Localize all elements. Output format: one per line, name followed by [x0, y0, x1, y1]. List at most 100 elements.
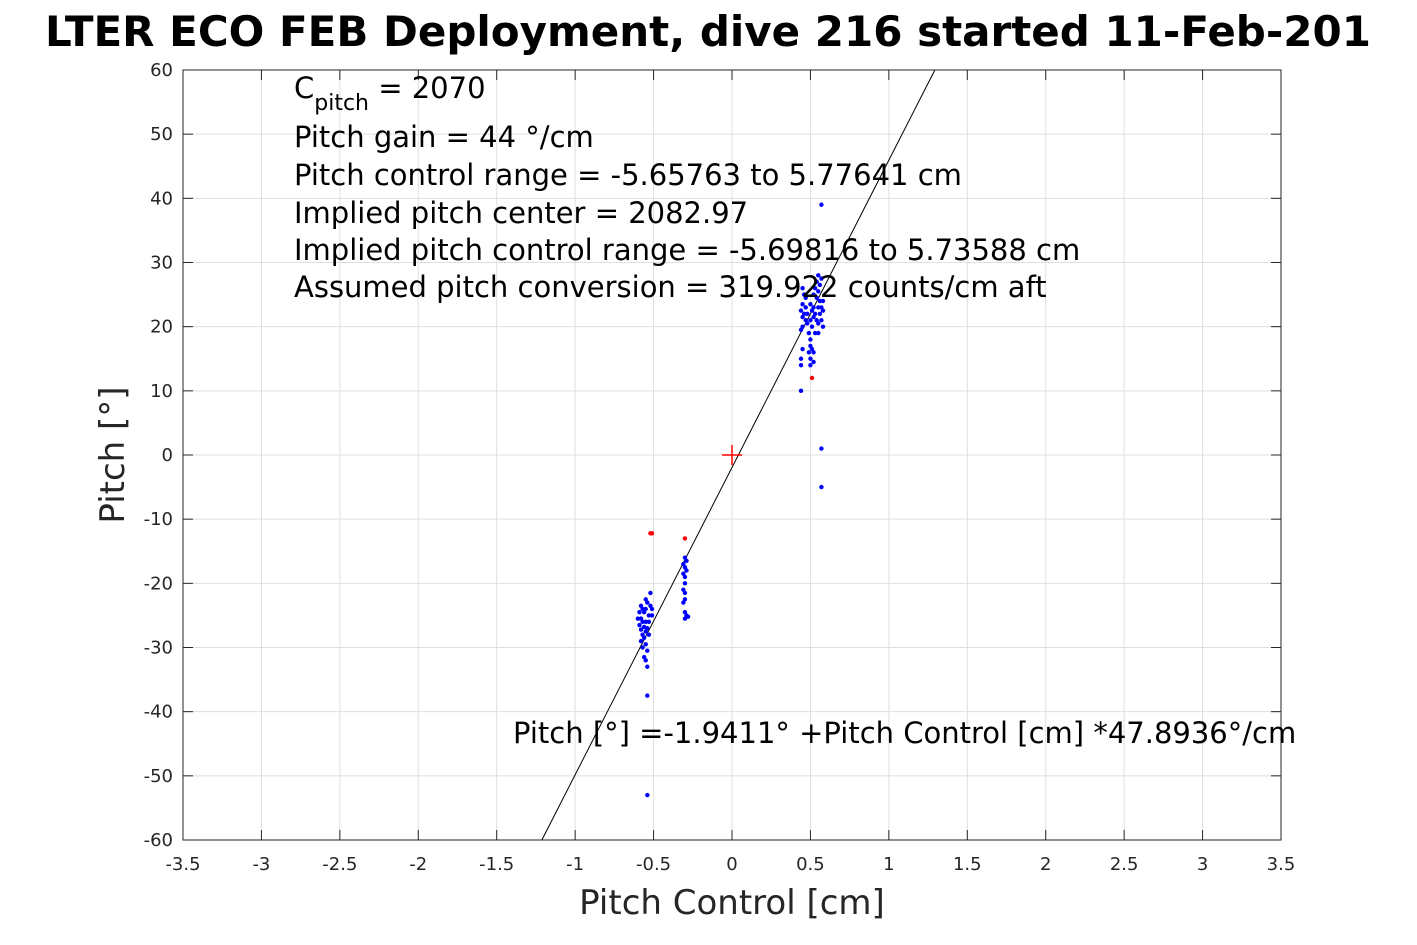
- data-point: [798, 362, 804, 368]
- annotation-fit-equation: Pitch [°] =-1.9411° +Pitch Control [cm] …: [513, 716, 1296, 750]
- data-point: [820, 298, 826, 304]
- data-point: [641, 635, 647, 641]
- annotations: Cpitch = 2070 Pitch gain = 44 °/cm Pitch…: [294, 71, 1296, 750]
- data-point: [803, 295, 808, 300]
- data-point: [684, 568, 689, 573]
- data-point: [816, 289, 821, 294]
- y-tick-label: 0: [162, 445, 173, 466]
- data-point: [635, 616, 641, 621]
- data-point: [645, 648, 650, 653]
- x-tick-label: -3: [252, 854, 270, 875]
- x-tick-label: 0.5: [796, 854, 825, 875]
- data-point: [682, 581, 688, 586]
- annotation-c-pitch-main: C: [294, 71, 314, 105]
- data-point: [640, 645, 645, 650]
- data-point: [805, 311, 810, 317]
- data-point: [643, 642, 648, 647]
- y-tick-label: 60: [150, 60, 173, 81]
- data-point: [817, 311, 823, 317]
- data-point: [685, 614, 691, 619]
- data-point: [816, 321, 821, 326]
- x-tick-label: 1.5: [953, 854, 982, 875]
- data-point: [814, 295, 819, 300]
- annotation-c-pitch-sub: pitch: [314, 91, 369, 116]
- data-point: [809, 308, 815, 313]
- x-tick-label: -2: [409, 854, 427, 875]
- data-point: [798, 356, 804, 361]
- y-tick-label: -30: [144, 638, 173, 659]
- data-point: [637, 622, 642, 628]
- x-tick-label: -3.5: [165, 854, 200, 875]
- annotation-c-pitch: Cpitch = 2070: [294, 71, 486, 116]
- data-point: [819, 276, 824, 281]
- y-tick-label: 40: [150, 188, 173, 209]
- annotation-c-pitch-value: = 2070: [369, 71, 486, 105]
- data-point: [811, 359, 816, 365]
- data-point: [800, 302, 805, 307]
- annotation-assumed-pitch-conversion: Assumed pitch conversion = 319.922 count…: [294, 270, 1047, 304]
- x-tick-labels: -3.5 -3 -2.5 -2 -1.5 -1 -0.5 0 0.5 1 1.5 2 2.5 3 3.5: [165, 854, 1295, 875]
- data-point: [817, 298, 823, 304]
- annotation-pitch-control-range: Pitch control range = -5.65763 to 5.7764…: [294, 158, 962, 192]
- data-point: [803, 305, 808, 310]
- data-point: [819, 484, 824, 490]
- data-points: [635, 202, 826, 798]
- x-tick-label: 3.5: [1267, 854, 1296, 875]
- x-tick-label: -1: [566, 854, 584, 875]
- data-point: [811, 314, 816, 320]
- x-tick-label: 0: [726, 854, 737, 875]
- data-point: [646, 613, 652, 618]
- data-point: [645, 693, 650, 698]
- data-point: [819, 202, 824, 207]
- data-point: [640, 619, 645, 625]
- data-point: [798, 327, 804, 333]
- x-axis-label: Pitch Control [cm]: [579, 883, 885, 923]
- outlier-point: [682, 536, 688, 541]
- y-tick-label: -50: [144, 766, 173, 787]
- data-point: [809, 324, 815, 329]
- data-point: [645, 600, 650, 605]
- data-point: [800, 346, 805, 352]
- data-point: [798, 388, 804, 394]
- y-tick-label: -10: [144, 509, 173, 530]
- data-point: [806, 330, 812, 336]
- data-point: [811, 350, 816, 355]
- data-point: [798, 308, 804, 313]
- data-point: [638, 638, 644, 644]
- data-point: [820, 324, 826, 329]
- data-point: [819, 318, 824, 323]
- y-tick-label: 20: [150, 317, 173, 338]
- data-point: [643, 619, 648, 625]
- data-point: [816, 305, 821, 310]
- data-point: [646, 632, 652, 637]
- data-point: [806, 350, 812, 355]
- data-point: [814, 279, 819, 284]
- annotation-implied-pitch-center: Implied pitch center = 2082.97: [294, 196, 748, 230]
- y-axis-label: Pitch [°]: [93, 386, 133, 523]
- data-point: [682, 574, 688, 580]
- axis-ticks: [182, 69, 1282, 841]
- data-point: [816, 273, 821, 278]
- y-tick-label: -60: [144, 830, 173, 851]
- annotation-pitch-gain: Pitch gain = 44 °/cm: [294, 120, 594, 154]
- annotation-implied-pitch-control-range: Implied pitch control range = -5.69816 t…: [294, 233, 1080, 267]
- data-point: [684, 558, 689, 564]
- data-point: [819, 446, 824, 451]
- y-tick-label: 50: [150, 124, 173, 145]
- x-tick-label: -1.5: [479, 854, 514, 875]
- y-tick-label: -20: [144, 573, 173, 594]
- data-point: [645, 664, 650, 669]
- data-point: [808, 356, 813, 361]
- data-point: [649, 613, 655, 618]
- x-tick-label: 2.5: [1110, 854, 1139, 875]
- data-point: [649, 606, 655, 612]
- data-point: [638, 627, 644, 632]
- outlier-point: [809, 375, 815, 381]
- data-point: [805, 321, 810, 326]
- center-marker-group: [722, 445, 742, 465]
- x-tick-label: 1: [883, 854, 894, 875]
- data-point: [646, 619, 652, 625]
- data-point: [800, 314, 805, 320]
- data-point: [643, 658, 648, 663]
- data-point: [643, 629, 648, 634]
